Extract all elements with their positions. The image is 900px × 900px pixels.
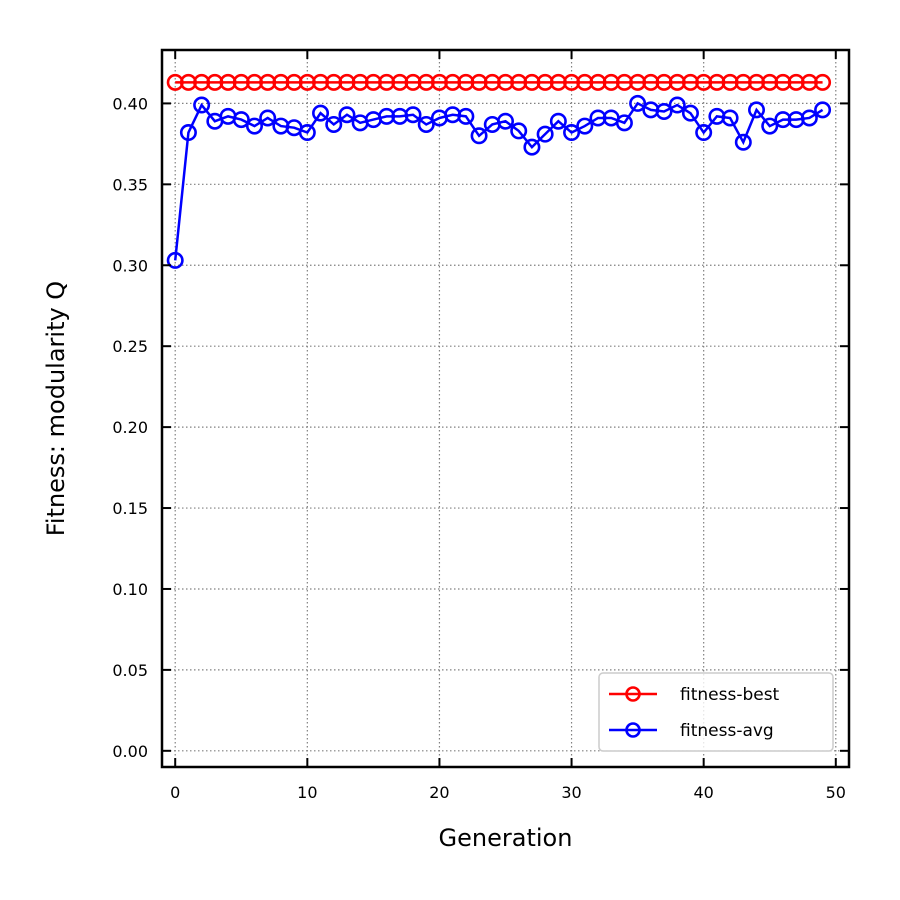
data-point-fitness-avg <box>179 124 197 142</box>
data-point-fitness-avg <box>800 109 818 127</box>
data-point-fitness-avg <box>404 106 422 124</box>
data-point-fitness-avg <box>721 109 739 127</box>
data-point-fitness-avg <box>563 124 581 142</box>
data-point-fitness-best <box>814 73 832 91</box>
x-tick-label: 50 <box>826 783 846 802</box>
data-point-fitness-avg <box>496 112 514 130</box>
data-point-fitness-avg <box>510 122 528 140</box>
x-axis-title: Generation <box>439 824 573 852</box>
data-point-fitness-avg <box>576 117 594 135</box>
ticks: 0 10 20 30 40 50 0.00 0.05 0.10 0.15 0.20 0.25 0.30 0… <box>112 50 849 802</box>
data-point-fitness-avg <box>457 107 475 125</box>
y-tick-label: 0.30 <box>112 256 148 275</box>
y-tick-label: 0.05 <box>112 661 148 680</box>
data-point-fitness-avg <box>695 124 713 142</box>
data-point-fitness-avg <box>629 94 647 112</box>
legend-label-fitness-avg: fitness-avg <box>680 721 774 741</box>
x-tick-label: 40 <box>693 783 713 802</box>
legend-entry-fitness-avg: fitness-avg <box>609 721 774 741</box>
x-tick-label: 10 <box>297 783 317 802</box>
data-point-fitness-avg <box>536 125 554 143</box>
data-point-fitness-avg <box>655 103 673 121</box>
data-point-fitness-avg <box>668 96 686 114</box>
x-tick-label: 20 <box>429 783 449 802</box>
data-point-fitness-avg <box>232 111 250 129</box>
y-tick-label: 0.10 <box>112 580 148 599</box>
series-fitness-avg <box>166 94 832 269</box>
legend-box <box>598 672 834 752</box>
legend: fitness-best fitness-avg <box>598 672 834 752</box>
data-point-fitness-avg <box>338 106 356 124</box>
x-tick-label: 0 <box>170 783 180 802</box>
y-tick-label: 0.35 <box>112 175 148 194</box>
data-point-fitness-avg <box>615 114 633 132</box>
y-tick-label: 0.20 <box>112 418 148 437</box>
data-point-fitness-avg <box>166 251 184 269</box>
series-layer <box>166 73 832 269</box>
plot-frame <box>160 48 851 769</box>
data-point-fitness-avg <box>734 133 752 151</box>
data-point-fitness-avg <box>193 96 211 114</box>
legend-entry-fitness-best: fitness-best <box>609 685 780 705</box>
data-point-fitness-avg <box>417 115 435 133</box>
data-point-fitness-avg <box>681 104 699 122</box>
y-tick-label: 0.25 <box>112 337 148 356</box>
x-tick-label: 30 <box>561 783 581 802</box>
y-tick-label: 0.40 <box>112 94 148 113</box>
data-point-fitness-avg <box>312 104 330 122</box>
series-fitness-best <box>166 73 832 91</box>
data-point-fitness-avg <box>325 115 343 133</box>
y-tick-label: 0.15 <box>112 499 148 518</box>
data-point-fitness-avg <box>814 101 832 119</box>
data-point-fitness-avg <box>523 138 541 156</box>
data-point-fitness-avg <box>761 117 779 135</box>
data-point-fitness-avg <box>748 101 766 119</box>
data-point-fitness-avg <box>259 109 277 127</box>
data-point-fitness-avg <box>298 124 316 142</box>
data-point-fitness-avg <box>549 112 567 130</box>
y-axis-title: Fitness: modularity Q <box>42 281 70 536</box>
legend-label-fitness-best: fitness-best <box>680 685 780 705</box>
legend-marker-fitness-best <box>625 686 641 702</box>
legend-marker-fitness-avg <box>625 722 641 738</box>
data-point-fitness-avg <box>245 117 263 135</box>
y-tick-label: 0.00 <box>112 742 148 761</box>
data-point-fitness-avg <box>470 127 488 145</box>
